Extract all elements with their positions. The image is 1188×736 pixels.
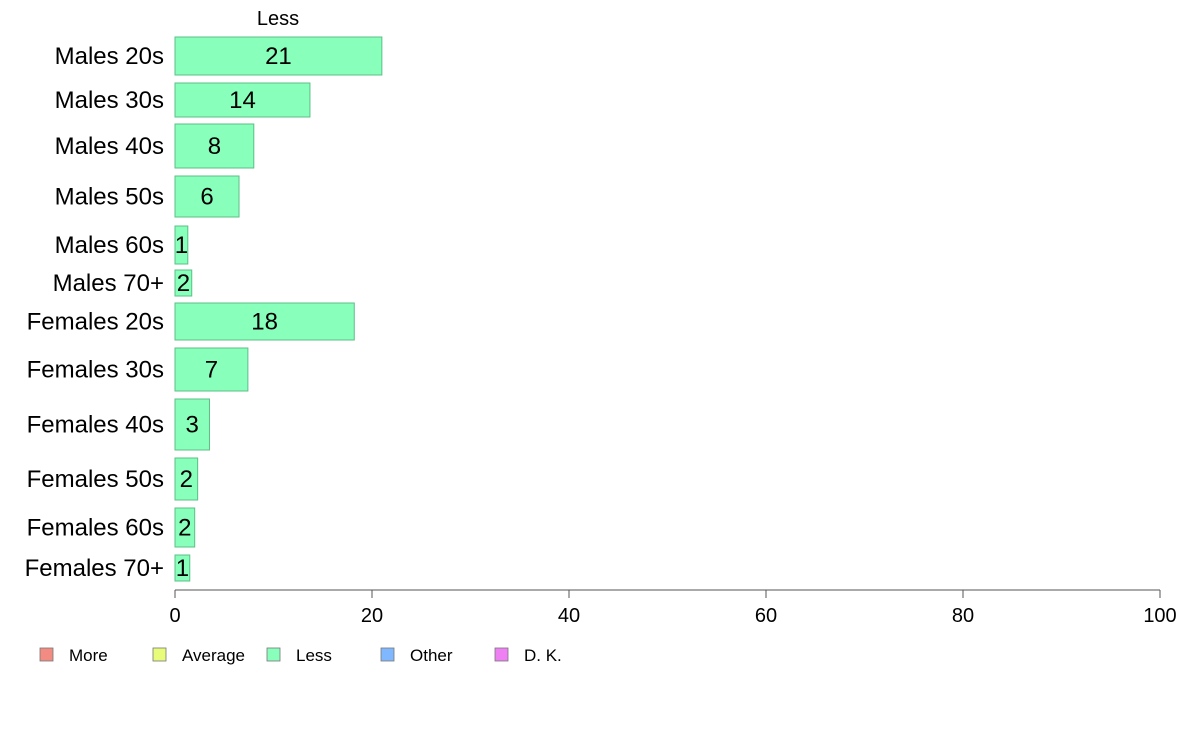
bar [174, 82, 311, 118]
bar [174, 269, 193, 297]
data-label: 18 [251, 309, 278, 336]
data-label: 1 [176, 555, 189, 582]
legend: More Average Less Other D. K. [39, 646, 562, 665]
bar [174, 302, 355, 341]
x-tick-label: 100 [1143, 605, 1176, 627]
category-label: Males 60s [55, 232, 164, 259]
x-tick-label: 40 [558, 605, 580, 627]
bar [174, 457, 199, 501]
data-label: 7 [205, 357, 218, 384]
bar [174, 175, 240, 218]
x-tick-label: 0 [169, 605, 180, 627]
data-label: 3 [186, 412, 199, 439]
bar [174, 225, 189, 265]
data-label: 6 [200, 184, 213, 211]
x-tick-label: 20 [361, 605, 383, 627]
category-label: Males 20s [55, 43, 164, 70]
category-label: Males 50s [55, 184, 164, 211]
bar [174, 554, 191, 582]
legend-label: More [69, 646, 108, 665]
category-label: Females 60s [27, 515, 164, 542]
category-label: Males 70+ [53, 270, 164, 297]
legend-label: Less [296, 646, 332, 665]
bar [174, 36, 383, 76]
legend-label: D. K. [524, 646, 562, 665]
legend-swatch [152, 647, 167, 662]
bar [174, 398, 210, 451]
legend-label: Average [182, 646, 245, 665]
category-label: Females 50s [27, 466, 164, 493]
category-label: Males 30s [55, 87, 164, 114]
category-label: Males 40s [55, 133, 164, 160]
legend-swatch [494, 647, 509, 662]
legend-swatch [266, 647, 281, 662]
data-label: 2 [180, 466, 193, 493]
x-tick-label: 80 [952, 605, 974, 627]
category-label: Females 40s [27, 412, 164, 439]
data-label: 2 [178, 515, 191, 542]
legend-label: Other [410, 646, 453, 665]
data-label: 21 [265, 43, 292, 70]
data-label: 14 [229, 87, 256, 114]
category-label: Females 70+ [25, 555, 164, 582]
category-label: Females 30s [27, 357, 164, 384]
bar [174, 347, 249, 392]
legend-swatch [39, 647, 54, 662]
data-label: 1 [175, 232, 188, 259]
data-label: 8 [208, 133, 221, 160]
legend-swatch [380, 647, 395, 662]
column-title: Less [257, 8, 299, 30]
x-tick-label: 60 [755, 605, 777, 627]
category-label: Females 20s [27, 309, 164, 336]
bar [174, 123, 255, 169]
x-axis: 0 20 40 60 80 100 [169, 589, 1177, 627]
data-label: 2 [177, 270, 190, 297]
bar [174, 507, 196, 548]
